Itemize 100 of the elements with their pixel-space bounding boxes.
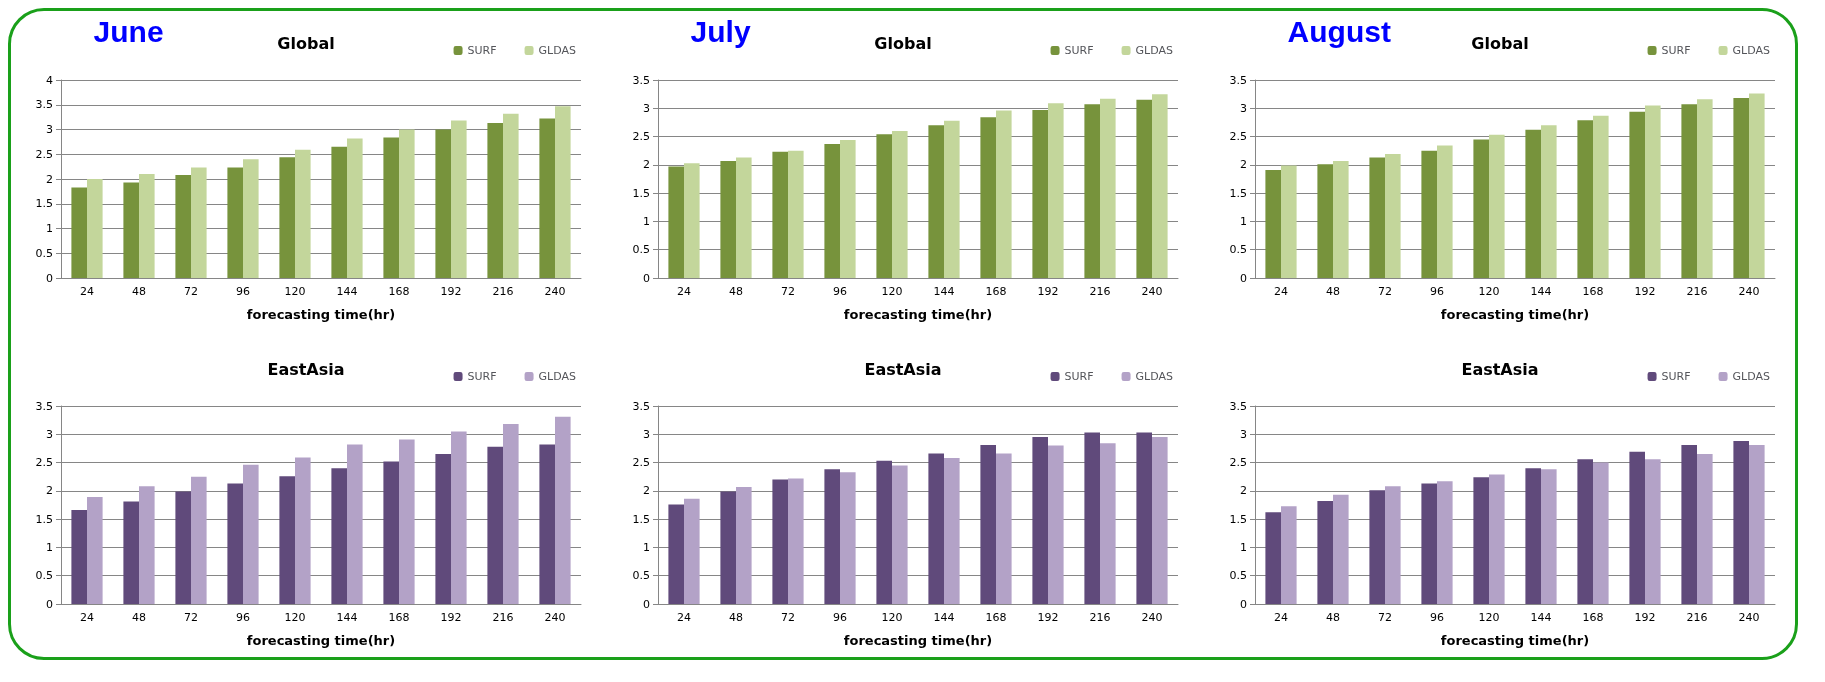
- bar: [995, 110, 1012, 278]
- bar: [928, 453, 944, 604]
- y-tick-label: 1.5: [1229, 512, 1247, 526]
- bar: [451, 431, 467, 604]
- bar: [824, 469, 840, 604]
- bar: [243, 464, 259, 604]
- y-tick-label: 3.5: [1229, 399, 1247, 413]
- bar: [720, 160, 736, 278]
- x-tick-label: 216: [492, 611, 514, 624]
- bar: [891, 130, 908, 278]
- chart-title: Global: [1470, 33, 1529, 53]
- bar: [331, 468, 348, 604]
- x-tick-label: 24: [1273, 611, 1288, 624]
- bar: [1084, 432, 1100, 604]
- bar: [668, 504, 684, 604]
- y-tick-label: 1: [46, 222, 54, 235]
- bar: [1317, 501, 1333, 604]
- bar: [1369, 157, 1385, 278]
- y-tick-label: 4: [46, 73, 54, 87]
- y-tick-label: 2.5: [632, 130, 650, 144]
- y-tick-label: 2.5: [1229, 456, 1247, 470]
- y-tick-label: 1: [1239, 214, 1247, 228]
- bar: [191, 167, 207, 278]
- x-tick-label: 48: [1325, 285, 1340, 298]
- x-tick-label: 96: [236, 285, 251, 298]
- bar: [1629, 451, 1645, 604]
- y-tick-label: 2.5: [35, 456, 54, 470]
- legend-label: GLDAS: [1732, 370, 1770, 383]
- bar: [383, 137, 400, 278]
- x-tick-label: 216: [1089, 285, 1111, 298]
- bar: [1629, 111, 1645, 278]
- x-tick-label: 168: [985, 611, 1007, 624]
- bar: [735, 486, 752, 604]
- y-tick-label: 1.5: [35, 512, 54, 526]
- legend-label: GLDAS: [538, 370, 577, 383]
- y-tick-label: 1: [46, 540, 54, 554]
- legend-label: GLDAS: [1135, 44, 1173, 57]
- bar: [295, 457, 311, 604]
- legend-label: SURF: [1064, 370, 1094, 383]
- bar: [87, 497, 103, 604]
- bar: [1099, 443, 1116, 604]
- y-tick-label: 0: [46, 597, 54, 611]
- bar: [1644, 105, 1661, 278]
- x-tick-label: 144: [933, 611, 955, 624]
- bar: [1136, 432, 1152, 604]
- x-tick-label: 192: [1634, 285, 1656, 298]
- bar: [839, 472, 856, 604]
- y-tick-label: 2: [46, 484, 54, 498]
- legend-label: SURF: [1661, 370, 1691, 383]
- y-tick-label: 2: [1239, 484, 1247, 498]
- x-tick-label: 120: [284, 611, 306, 624]
- x-tick-label: 72: [780, 611, 795, 624]
- x-tick-label: 192: [1037, 285, 1059, 298]
- bar: [1151, 437, 1168, 604]
- chart-title: EastAsia: [1461, 359, 1539, 379]
- bar: [487, 123, 504, 278]
- x-tick-label: 72: [184, 611, 199, 624]
- bar: [824, 143, 840, 278]
- y-tick-label: 2: [46, 172, 54, 186]
- bar: [399, 129, 415, 278]
- bar: [683, 163, 700, 278]
- bar: [331, 146, 348, 278]
- x-tick-label: 120: [881, 285, 903, 298]
- bar: [487, 446, 504, 604]
- x-tick-label: 216: [1089, 611, 1111, 624]
- legend-label: GLDAS: [1732, 44, 1770, 57]
- bar: [1280, 506, 1297, 604]
- bar: [668, 166, 684, 278]
- text: July: [690, 14, 751, 48]
- legend-label: SURF: [467, 44, 497, 57]
- x-tick-label: 24: [80, 285, 95, 298]
- y-tick-label: 2.5: [35, 147, 54, 161]
- x-tick-label: 192: [1037, 611, 1059, 624]
- bar: [175, 175, 192, 278]
- bar: [279, 157, 296, 278]
- chart-title: Global: [277, 33, 335, 53]
- x-tick-label: 192: [1634, 611, 1656, 624]
- bar: [1577, 120, 1593, 278]
- bar: [503, 424, 519, 604]
- bar: [1696, 454, 1713, 604]
- bar: [1681, 104, 1697, 278]
- x-axis-title: forecasting time(hr): [1440, 633, 1589, 648]
- bar: [1047, 445, 1064, 604]
- bar: [1644, 459, 1661, 604]
- bar: [1421, 483, 1437, 604]
- x-tick-label: 144: [1530, 611, 1552, 624]
- x-tick-label: 216: [1686, 611, 1708, 624]
- bar: [772, 151, 788, 278]
- bar: [279, 476, 296, 604]
- bar: [787, 478, 804, 604]
- y-tick-label: 1.5: [632, 186, 650, 200]
- x-tick-label: 168: [388, 611, 410, 624]
- bar: [175, 491, 192, 604]
- text: August: [1287, 14, 1391, 48]
- bar: [1488, 474, 1505, 604]
- x-tick-label: 240: [544, 285, 566, 298]
- bar: [435, 129, 452, 278]
- y-tick-label: 3.5: [632, 399, 650, 413]
- x-tick-label: 168: [985, 285, 1007, 298]
- y-tick-label: 2.5: [632, 456, 650, 470]
